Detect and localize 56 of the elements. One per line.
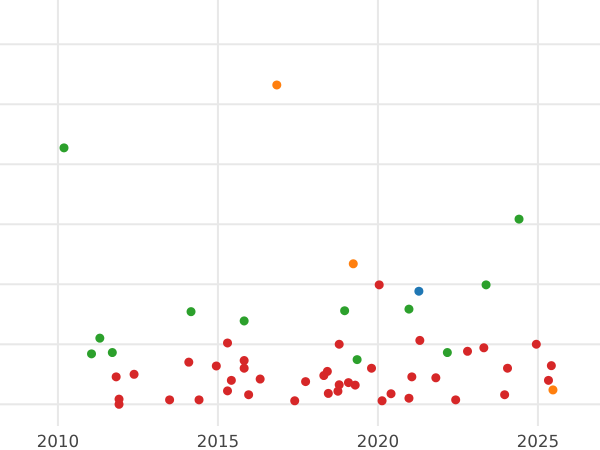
point	[546, 361, 556, 370]
x-tick-label: 2010	[38, 434, 78, 448]
point	[378, 396, 387, 406]
point	[532, 340, 541, 349]
point	[240, 316, 249, 326]
point	[322, 366, 332, 376]
point	[244, 390, 254, 400]
point	[367, 364, 376, 373]
point	[352, 355, 362, 364]
point	[226, 376, 236, 385]
point	[514, 214, 524, 224]
point	[407, 372, 416, 382]
point	[272, 80, 282, 90]
point	[130, 370, 139, 379]
point	[95, 334, 104, 343]
point	[479, 343, 488, 352]
point	[223, 386, 232, 396]
point	[374, 280, 384, 290]
point	[500, 390, 510, 400]
point	[223, 338, 232, 348]
point	[503, 364, 512, 373]
point	[165, 395, 174, 404]
point	[256, 374, 265, 384]
point	[240, 364, 249, 373]
point	[184, 358, 194, 367]
point	[112, 372, 121, 382]
point	[334, 340, 344, 349]
point	[194, 395, 204, 404]
point	[340, 306, 350, 316]
point	[442, 348, 452, 358]
point	[290, 396, 300, 406]
point	[334, 380, 344, 390]
point	[414, 286, 424, 296]
point	[212, 361, 221, 370]
point	[451, 395, 460, 404]
point	[482, 280, 491, 290]
point	[324, 388, 333, 398]
point	[463, 346, 472, 356]
point	[301, 377, 310, 386]
point	[240, 356, 249, 366]
point	[108, 348, 117, 358]
point	[350, 380, 360, 390]
x-tick-label: 2015	[198, 434, 238, 448]
point	[404, 304, 414, 314]
x-tick-label: 2025	[518, 434, 558, 448]
point	[386, 389, 396, 398]
point	[87, 349, 96, 358]
x-tick-label: 2020	[358, 434, 398, 448]
point	[60, 143, 68, 152]
point	[544, 376, 553, 385]
point	[548, 385, 558, 394]
point	[404, 394, 414, 403]
point	[415, 336, 424, 345]
point	[431, 373, 440, 382]
point	[348, 259, 358, 268]
point	[186, 307, 196, 316]
